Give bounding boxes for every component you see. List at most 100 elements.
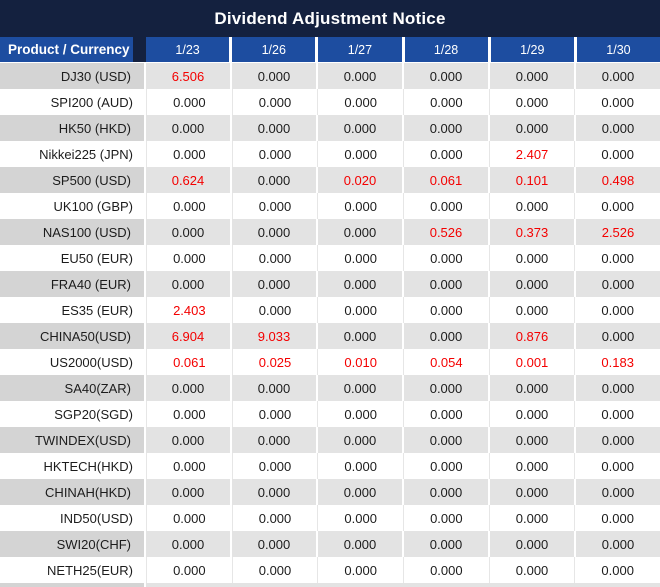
product-cell: IND50(USD) [0, 505, 146, 531]
value-cell: 0.000 [316, 115, 402, 141]
value-cell: 0.000 [316, 219, 402, 245]
value-cell: 0.000 [488, 557, 575, 583]
cutoff-value-cell [146, 583, 660, 587]
table-row: Nikkei225 (JPN) 0.000 0.000 0.000 0.000 2.407… [0, 141, 660, 167]
value-cell: 0.000 [146, 505, 232, 531]
value-cell: 0.000 [574, 479, 660, 505]
value-cell: 0.000 [146, 219, 230, 245]
value-cell: 0.000 [574, 115, 660, 141]
value-cell: 0.000 [316, 271, 402, 297]
product-cell: NETH25(EUR) [0, 557, 146, 583]
value-cell: 0.000 [146, 115, 230, 141]
value-cell: 0.000 [146, 453, 232, 479]
table-row: DJ30 (USD) 6.506 0.000 0.000 0.000 0.000 0.000 [0, 63, 660, 89]
value-cell: 0.000 [146, 401, 232, 427]
value-cell: 0.000 [402, 63, 488, 89]
product-cell: ES35 (EUR) [0, 297, 146, 323]
value-cell: 0.010 [317, 349, 404, 375]
value-cell: 0.000 [574, 89, 660, 115]
value-cell: 0.000 [231, 557, 318, 583]
value-cell: 0.000 [317, 401, 404, 427]
value-cell: 0.000 [316, 531, 402, 557]
cutoff-next-row [0, 583, 660, 587]
value-cell: 0.000 [231, 141, 318, 167]
value-cell: 0.000 [146, 427, 230, 453]
value-cell: 0.000 [146, 271, 230, 297]
value-cell: 0.000 [574, 141, 660, 167]
product-cell: SP500 (USD) [0, 167, 146, 193]
value-cell: 0.000 [316, 427, 402, 453]
value-cell: 0.061 [402, 167, 488, 193]
value-cell: 0.000 [230, 219, 316, 245]
table-row: SP500 (USD) 0.624 0.000 0.020 0.061 0.101 0.49… [0, 167, 660, 193]
value-cell: 6.506 [146, 63, 230, 89]
value-cell: 0.000 [488, 453, 575, 479]
value-cell: 0.000 [146, 531, 230, 557]
value-cell: 0.526 [402, 219, 488, 245]
table-row: SGP20(SGD) 0.000 0.000 0.000 0.000 0.000 0.000 [0, 401, 660, 427]
value-cell: 0.101 [488, 167, 574, 193]
value-cell: 0.000 [317, 193, 404, 219]
header-row: Product / Currency 1/23 1/26 1/27 1/28 1/29 1… [0, 37, 660, 63]
column-header-date: 1/29 [487, 37, 574, 62]
table-row: EU50 (EUR) 0.000 0.000 0.000 0.000 0.000 0.000 [0, 245, 660, 271]
value-cell: 0.000 [574, 557, 660, 583]
value-cell: 0.000 [146, 245, 232, 271]
value-cell: 0.000 [574, 531, 660, 557]
value-cell: 0.000 [146, 479, 230, 505]
value-cell: 0.000 [574, 401, 660, 427]
table-row: IND50(USD) 0.000 0.000 0.000 0.000 0.000 0.000 [0, 505, 660, 531]
value-cell: 0.000 [574, 297, 660, 323]
value-cell: 2.403 [146, 297, 232, 323]
value-cell: 0.000 [231, 297, 318, 323]
value-cell: 0.020 [316, 167, 402, 193]
value-cell: 0.000 [231, 89, 318, 115]
column-header-product-currency: Product / Currency [0, 37, 146, 62]
column-header-date: 1/30 [573, 37, 660, 62]
value-cell: 0.000 [488, 297, 575, 323]
value-cell: 0.000 [230, 167, 316, 193]
value-cell: 0.000 [403, 245, 489, 271]
value-cell: 2.407 [488, 141, 575, 167]
value-cell: 0.624 [146, 167, 230, 193]
product-cell: NAS100 (USD) [0, 219, 146, 245]
value-cell: 0.000 [488, 375, 574, 401]
value-cell: 0.000 [146, 141, 232, 167]
value-cell: 0.000 [402, 115, 488, 141]
value-cell: 0.000 [317, 557, 404, 583]
value-cell: 0.000 [316, 323, 402, 349]
table-row: FRA40 (EUR) 0.000 0.000 0.000 0.000 0.000 0.00… [0, 271, 660, 297]
product-cell: EU50 (EUR) [0, 245, 146, 271]
value-cell: 0.000 [574, 271, 660, 297]
value-cell: 0.000 [488, 63, 574, 89]
value-cell: 0.000 [146, 375, 230, 401]
page-title: Dividend Adjustment Notice [0, 0, 660, 37]
product-cell: DJ30 (USD) [0, 63, 146, 89]
product-cell: CHINAH(HKD) [0, 479, 146, 505]
value-cell: 0.000 [231, 505, 318, 531]
value-cell: 0.000 [403, 505, 489, 531]
value-cell: 0.000 [402, 427, 488, 453]
value-cell: 0.000 [574, 505, 660, 531]
table-row: SPI200 (AUD) 0.000 0.000 0.000 0.000 0.000 0.0… [0, 89, 660, 115]
table-row: SWI20(CHF) 0.000 0.000 0.000 0.000 0.000 0.000 [0, 531, 660, 557]
value-cell: 0.000 [146, 89, 232, 115]
product-cell: SPI200 (AUD) [0, 89, 146, 115]
value-cell: 0.000 [317, 453, 404, 479]
table-row: HKTECH(HKD) 0.000 0.000 0.000 0.000 0.000 0.00… [0, 453, 660, 479]
value-cell: 0.000 [230, 427, 316, 453]
table-row: CHINAH(HKD) 0.000 0.000 0.000 0.000 0.000 0.00… [0, 479, 660, 505]
product-cell: HKTECH(HKD) [0, 453, 146, 479]
table-row: ES35 (EUR) 2.403 0.000 0.000 0.000 0.000 0.000 [0, 297, 660, 323]
value-cell: 0.000 [574, 323, 660, 349]
value-cell: 0.498 [574, 167, 660, 193]
value-cell: 0.000 [230, 375, 316, 401]
product-cell: SGP20(SGD) [0, 401, 146, 427]
product-cell: HK50 (HKD) [0, 115, 146, 141]
value-cell: 0.000 [146, 193, 232, 219]
value-cell: 0.000 [488, 479, 574, 505]
value-cell: 0.000 [317, 141, 404, 167]
value-cell: 0.000 [488, 427, 574, 453]
product-cell: SWI20(CHF) [0, 531, 146, 557]
